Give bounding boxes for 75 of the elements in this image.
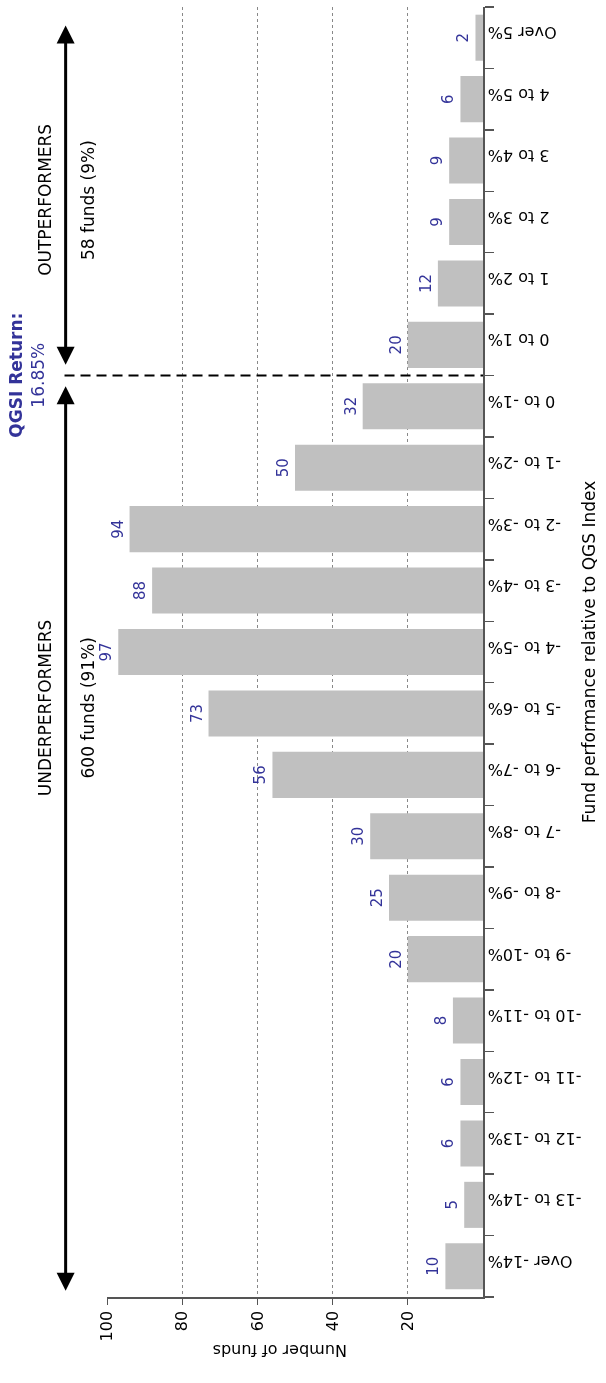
y-tick-label: -6 to -7% [487,760,562,780]
bar [475,14,483,61]
bar [118,628,483,676]
x-tick-label: 100 [97,1310,117,1342]
text: 600 funds (91%) [77,636,98,779]
y-tick-label: 4 to 5% [487,84,550,104]
bar [449,137,483,184]
data-label: 8 [431,1015,450,1026]
bar [460,1120,483,1167]
y-tick-label: 3 to 4% [487,146,550,166]
bar [437,260,483,307]
bar [464,1181,483,1228]
data-label: 30 [349,826,368,846]
x-tick-label: 20 [398,1310,417,1332]
text: 58 funds (9%) [78,140,99,261]
data-label: 94 [108,519,127,539]
y-tick-label: Over 5% [487,23,557,43]
y-tick-label: -8 to -9% [487,883,562,903]
y-tick-label: -1 to -2% [487,453,562,473]
data-label: 9 [428,155,447,166]
y-tick-label: -12 to -13% [487,1129,582,1149]
bar [460,76,483,123]
y-axis-title: Fund performance relative to QGS Index [578,480,599,824]
bar [389,874,483,921]
bar [129,506,483,553]
bar [452,997,483,1044]
bar [272,751,483,798]
data-label: 20 [386,335,405,355]
y-tick-label: -3 to -4% [487,576,562,596]
text: QGSI Return: 16.85% [5,312,48,438]
x-tick-label: 40 [322,1310,342,1332]
bar [445,1243,483,1290]
y-tick-label: 2 to 3% [487,207,550,227]
bar [295,444,483,491]
bar [208,690,483,737]
y-tick-label: 0 to 1% [487,330,550,350]
bar [370,813,483,860]
y-tick-label: -10 to -11% [487,1006,582,1026]
data-label: 20 [386,949,405,969]
y-tick-label: -13 to -14% [487,1190,582,1210]
y-tick-label: -11 to -12% [487,1067,582,1087]
data-label: 97 [97,642,116,662]
x-axis-title: Number of funds [212,1341,347,1361]
bar [362,383,483,430]
y-tick-label: -2 to -3% [487,514,562,534]
x-tick-label: 60 [247,1310,267,1332]
bar [152,567,483,614]
y-tick-label: 0 to -1% [487,391,556,411]
data-label: 2 [454,32,473,43]
text: OUTPERFORMERS [35,123,56,276]
data-label: 6 [439,94,458,104]
bar [407,936,483,983]
bar [460,1058,483,1106]
data-label: 12 [416,273,435,293]
data-label: 10 [424,1256,443,1276]
x-tick-label: 80 [172,1310,192,1332]
data-label: 25 [368,888,386,908]
text: UNDERPERFORMERS [34,619,55,797]
data-label: 50 [274,458,292,478]
data-label: 9 [428,217,447,227]
data-label: 32 [341,396,360,416]
y-tick-label: -4 to -5% [487,637,562,657]
data-label: 88 [131,581,150,601]
bar [407,321,483,368]
y-tick-label: 1 to 2% [487,269,550,289]
y-tick-label: -7 to -8% [487,821,562,841]
data-label: 6 [439,1077,458,1087]
y-tick-label: Over -14% [487,1251,573,1271]
y-tick-label: -5 to -6% [487,699,562,719]
data-label: 5 [443,1200,462,1210]
bar [449,198,483,246]
data-label: 56 [251,765,270,785]
data-label: 73 [187,703,206,723]
y-tick-label: -9 to -10% [487,944,572,964]
data-label: 6 [439,1138,458,1149]
